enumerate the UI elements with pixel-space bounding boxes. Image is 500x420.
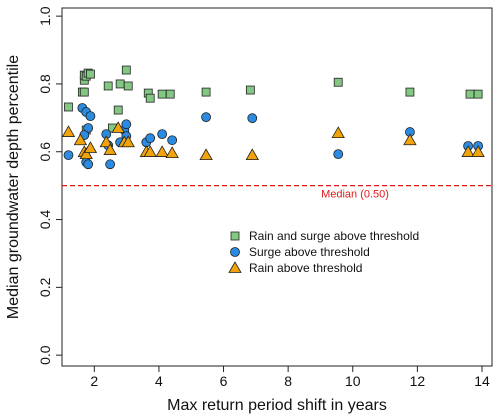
point <box>85 111 96 122</box>
point <box>63 150 74 161</box>
y-axis-title: Median groundwater depth percentile <box>5 55 22 319</box>
point <box>113 105 123 115</box>
x-tick-label: 6 <box>220 373 228 389</box>
x-axis-title: Max return period shift in years <box>167 397 387 414</box>
point <box>405 87 415 97</box>
plot-frame <box>61 7 493 367</box>
point <box>167 135 178 146</box>
point <box>145 133 156 144</box>
point <box>201 87 211 97</box>
point <box>79 147 93 160</box>
y-tick-label: 0.6 <box>37 142 53 162</box>
point <box>165 146 179 158</box>
y-tick-label: 1.0 <box>37 6 53 26</box>
point <box>115 79 125 89</box>
point <box>247 113 258 124</box>
point <box>333 77 343 87</box>
point <box>121 135 135 148</box>
point <box>201 112 211 123</box>
point <box>83 159 94 170</box>
x-tick-label: 4 <box>155 373 163 389</box>
point <box>99 135 113 148</box>
point <box>471 145 485 157</box>
y-tick-label: 0.2 <box>37 277 53 297</box>
legend-label: Rain above threshold <box>249 261 362 275</box>
point <box>331 126 345 138</box>
x-tick-label: 8 <box>284 373 292 389</box>
point <box>145 93 155 103</box>
point <box>465 89 475 99</box>
point <box>86 69 95 79</box>
point <box>73 133 88 146</box>
point <box>143 145 157 157</box>
point <box>64 102 73 112</box>
y-tick-label: 0.0 <box>37 345 53 365</box>
point <box>105 159 116 170</box>
point <box>165 89 175 99</box>
point <box>155 145 169 157</box>
point <box>245 85 255 95</box>
point <box>121 65 131 75</box>
y-tick-label: 0.8 <box>37 74 53 94</box>
point <box>61 125 76 137</box>
point <box>111 121 125 133</box>
legend-symbol <box>228 261 242 273</box>
point <box>461 145 475 157</box>
point <box>157 89 167 99</box>
point <box>199 148 213 161</box>
point <box>473 89 483 99</box>
x-tick-label: 14 <box>474 373 490 389</box>
legend-symbol <box>230 231 240 241</box>
x-tick-label: 2 <box>90 373 98 389</box>
point <box>103 81 113 91</box>
point <box>79 87 89 97</box>
point <box>103 143 117 155</box>
point <box>83 141 98 153</box>
x-tick-label: 12 <box>410 373 426 389</box>
median-label: Median (0.50) <box>321 189 389 201</box>
legend-label: Rain and surge above threshold <box>249 229 419 243</box>
y-tick-label: 0.4 <box>37 210 53 230</box>
point <box>121 119 132 130</box>
point <box>403 133 417 146</box>
point <box>245 148 259 161</box>
legend-symbol <box>230 247 240 257</box>
legend-label: Surge above threshold <box>249 245 370 259</box>
point <box>157 129 168 140</box>
point <box>333 149 344 160</box>
point <box>123 81 133 91</box>
x-tick-label: 10 <box>345 373 361 389</box>
